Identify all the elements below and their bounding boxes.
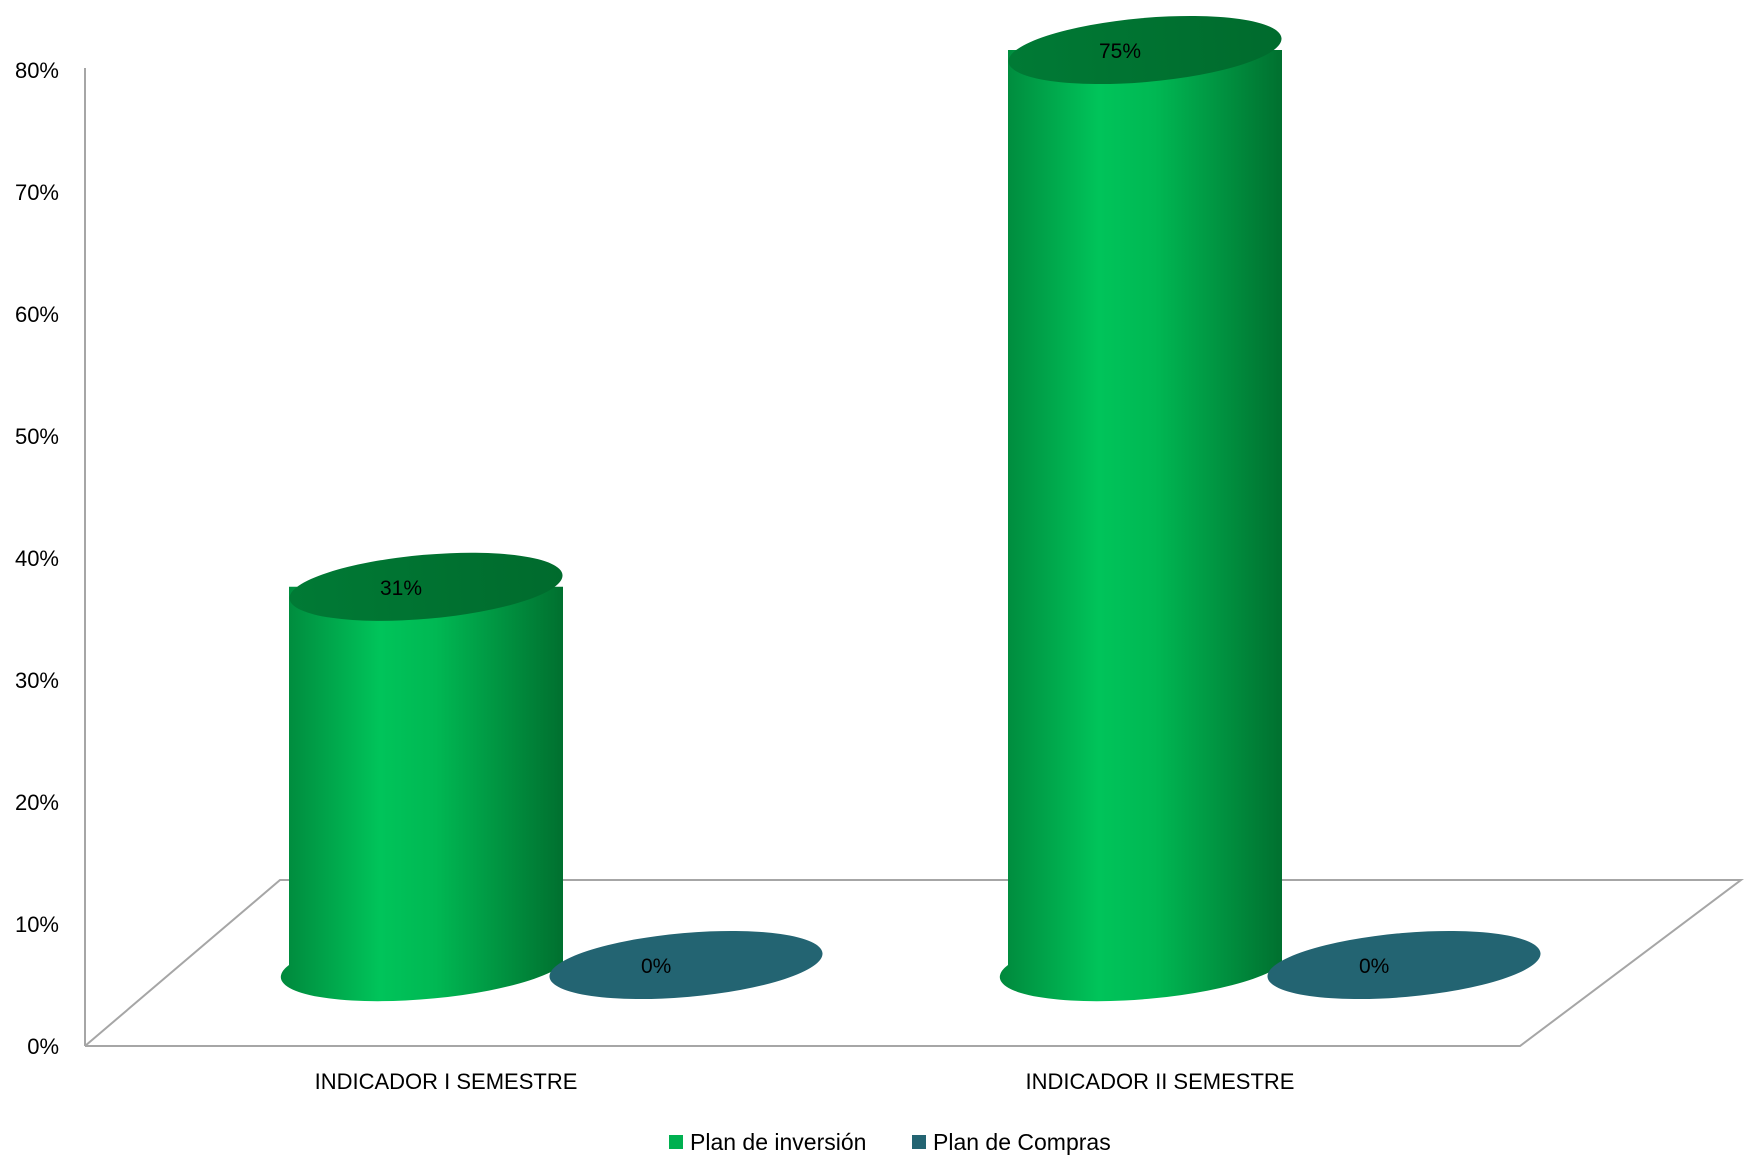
bar-data-label: 0% <box>1359 955 1389 978</box>
x-category-label: INDICADOR I SEMESTRE <box>315 1069 578 1094</box>
y-tick-label: 60% <box>15 302 59 327</box>
y-tick-label: 80% <box>15 58 59 83</box>
y-tick-label: 50% <box>15 424 59 449</box>
y-tick-label: 0% <box>27 1034 59 1059</box>
legend: Plan de inversión Plan de Compras <box>669 1129 1111 1155</box>
axes <box>84 68 1744 1047</box>
legend-swatch-plan-de-inversion <box>669 1135 683 1149</box>
y-tick-label: 70% <box>15 180 59 205</box>
bar-zero-disc <box>549 930 823 1000</box>
y-tick-label: 10% <box>15 912 59 937</box>
bar-data-label: 75% <box>1099 40 1141 63</box>
bar-data-label: 31% <box>380 577 422 600</box>
bar-zero-disc <box>1267 930 1541 1000</box>
y-tick-label: 40% <box>15 546 59 571</box>
y-tick-label: 20% <box>15 790 59 815</box>
bar-cylinder-top <box>289 552 563 621</box>
bar-cylinder-body <box>999 50 1282 1002</box>
bar-data-label: 0% <box>641 955 671 978</box>
x-category-label: INDICADOR II SEMESTRE <box>1026 1069 1295 1094</box>
legend-swatch-plan-de-compras <box>912 1135 926 1149</box>
bar-cylinder-body <box>280 586 563 1002</box>
floor-outline <box>84 879 1744 1047</box>
legend-label-plan-de-inversion: Plan de inversión <box>690 1129 866 1155</box>
bar-cylinder-top <box>1008 15 1282 85</box>
bars: 31% 75% 0% 0% <box>280 15 1541 1002</box>
y-ticks: 0% 10% 20% 30% 40% 50% 60% 70% 80% <box>15 58 59 1059</box>
legend-label-plan-de-compras: Plan de Compras <box>933 1129 1111 1155</box>
y-tick-label: 30% <box>15 668 59 693</box>
